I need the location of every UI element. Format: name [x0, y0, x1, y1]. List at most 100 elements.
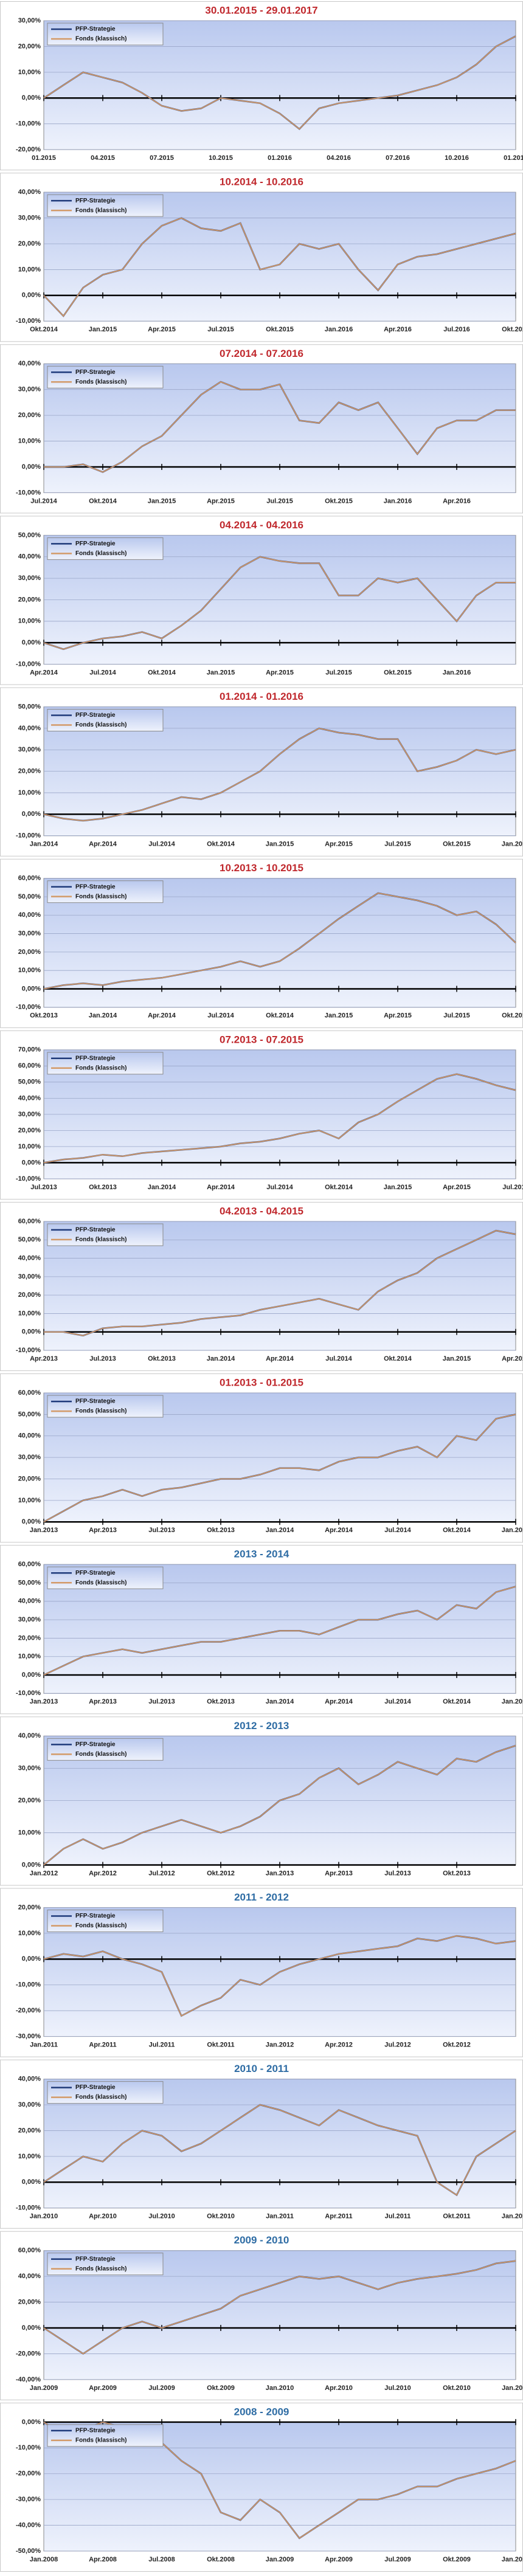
x-tick-label: Okt.2009	[207, 2384, 235, 2392]
y-tick-label: 20,00%	[18, 2127, 41, 2134]
chart-panel: 2009 - 2010-40,00%-20,00%0,00%20,00%40,0…	[1, 2231, 523, 2400]
x-tick-label: Apr.2012	[89, 1870, 117, 1877]
x-tick-label: Jan.2014	[148, 1184, 176, 1191]
x-tick-label: Okt.2015	[384, 669, 412, 676]
x-tick-label: 10.2015	[209, 154, 233, 162]
y-tick-label: 0,00%	[22, 292, 41, 299]
x-tick-label: Okt.2014	[325, 1184, 353, 1191]
x-tick-label: Apr.2009	[89, 2384, 117, 2392]
y-tick-label: 10,00%	[18, 437, 41, 444]
y-tick-label: 0,00%	[22, 1861, 41, 1868]
y-tick-label: 10,00%	[18, 1310, 41, 1317]
chart-title: 07.2014 - 07.2016	[220, 348, 303, 359]
legend-label: Fonds (klassisch)	[75, 1580, 126, 1586]
x-tick-label: Jan.2015	[266, 841, 294, 848]
x-tick-label: Apr.2015	[502, 1355, 523, 1362]
y-tick-label: 0,00%	[22, 639, 41, 646]
legend-label: PFP-Strategie	[75, 369, 116, 376]
x-tick-label: Jul.2013	[30, 1184, 57, 1191]
y-tick-label: -40,00%	[16, 2376, 41, 2383]
y-tick-label: 10,00%	[18, 1930, 41, 1937]
x-tick-label: Jan.2014	[266, 1527, 294, 1534]
y-tick-label: -10,00%	[16, 1690, 41, 1697]
y-tick-label: -20,00%	[16, 2007, 41, 2014]
y-tick-label: 50,00%	[18, 1579, 41, 1586]
legend-label: PFP-Strategie	[75, 712, 116, 719]
x-tick-label: Jul.2014	[325, 1355, 352, 1362]
x-tick-label: Jan.2015	[502, 1698, 523, 1705]
legend-label: PFP-Strategie	[75, 2084, 116, 2091]
x-tick-label: Apr.2010	[89, 2213, 117, 2220]
y-tick-label: 0,00%	[22, 463, 41, 471]
x-tick-label: Jan.2011	[266, 2213, 294, 2220]
x-tick-label: Jan.2014	[207, 1355, 235, 1362]
x-tick-label: Apr.2015	[207, 497, 235, 505]
chart-title: 2008 - 2009	[234, 2406, 289, 2417]
y-tick-label: -30,00%	[16, 2033, 41, 2040]
y-tick-label: 30,00%	[18, 214, 41, 221]
legend-label: Fonds (klassisch)	[75, 550, 126, 557]
x-tick-label: 01.2017	[504, 154, 523, 162]
chart-panel: 07.2014 - 07.2016-10,00%0,00%10,00%20,00…	[1, 345, 523, 513]
chart-panel: 30.01.2015 - 29.01.2017-20,00%-10,00%0,0…	[1, 2, 523, 170]
y-tick-label: 20,00%	[18, 412, 41, 419]
legend-label: PFP-Strategie	[75, 198, 116, 204]
y-tick-label: 0,00%	[22, 1955, 41, 1963]
x-tick-label: Okt.2014	[266, 1012, 294, 1020]
x-tick-label: Okt.2011	[207, 2042, 234, 2049]
y-tick-label: 40,00%	[18, 1254, 41, 1262]
x-tick-label: Jan.2013	[30, 1527, 58, 1534]
x-tick-label: Jan.2015	[384, 1184, 412, 1191]
x-tick-label: Jul.2016	[443, 326, 469, 333]
x-tick-label: Okt.2012	[443, 2042, 471, 2049]
y-tick-label: 30,00%	[18, 1616, 41, 1623]
y-tick-label: -10,00%	[16, 120, 41, 128]
chart-panel: 01.2013 - 01.20150,00%10,00%20,00%30,00%…	[1, 1374, 523, 1542]
y-tick-label: 30,00%	[18, 930, 41, 937]
x-tick-label: Jan.2015	[502, 1527, 523, 1534]
x-tick-label: Jan.2013	[30, 1698, 58, 1705]
x-tick-label: Okt.2013	[207, 1527, 235, 1534]
y-tick-label: 20,00%	[18, 948, 41, 956]
y-tick-label: 0,00%	[22, 1518, 41, 1525]
y-tick-label: 30,00%	[18, 1273, 41, 1280]
y-tick-label: 10,00%	[18, 1143, 41, 1150]
legend-label: PFP-Strategie	[75, 1741, 116, 1748]
x-tick-label: Okt.2014	[443, 1527, 471, 1534]
y-tick-label: 20,00%	[18, 43, 41, 50]
y-tick-label: 20,00%	[18, 240, 41, 247]
x-tick-label: Jan.2015	[89, 326, 117, 333]
x-tick-label: 04.2016	[327, 154, 351, 162]
y-tick-label: 40,00%	[18, 1432, 41, 1440]
y-tick-label: -40,00%	[16, 2521, 41, 2529]
x-tick-label: Apr.2014	[207, 1184, 235, 1191]
x-tick-label: Jan.2009	[266, 2556, 294, 2563]
y-tick-label: -20,00%	[16, 2470, 41, 2478]
x-tick-label: Apr.2014	[266, 1355, 294, 1362]
x-tick-label: Jul.2009	[384, 2556, 410, 2563]
x-tick-label: Jul.2015	[443, 1012, 469, 1020]
y-tick-label: 20,00%	[18, 1475, 41, 1482]
chart-title: 2010 - 2011	[234, 2063, 289, 2074]
x-tick-label: Apr.2013	[325, 1870, 353, 1877]
x-tick-label: Jul.2014	[207, 1012, 234, 1020]
y-tick-label: 20,00%	[18, 1797, 41, 1804]
chart-title: 04.2013 - 04.2015	[220, 1205, 303, 1217]
chart-panel: 01.2014 - 01.2016-10,00%0,00%10,00%20,00…	[1, 688, 523, 856]
chart-title: 10.2014 - 10.2016	[220, 176, 303, 188]
y-tick-label: 20,00%	[18, 1634, 41, 1642]
x-tick-label: Jul.2014	[384, 1698, 411, 1705]
y-tick-label: 10,00%	[18, 789, 41, 796]
x-tick-label: Jan.2016	[325, 326, 353, 333]
x-tick-label: Jul.2011	[385, 2213, 411, 2220]
legend-label: PFP-Strategie	[75, 1913, 116, 1919]
y-tick-label: 0,00%	[22, 2419, 41, 2426]
x-tick-label: Okt.2014	[384, 1355, 412, 1362]
legend-label: Fonds (klassisch)	[75, 1237, 126, 1243]
